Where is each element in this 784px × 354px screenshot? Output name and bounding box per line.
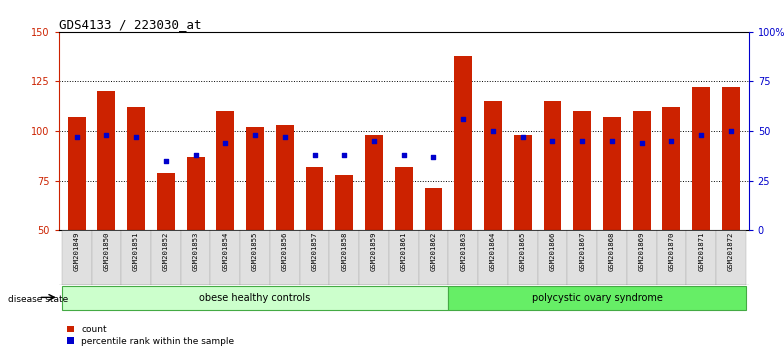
Bar [603,117,621,230]
Point [308,152,321,158]
Bar [686,230,716,285]
Point [249,132,261,138]
Bar [626,230,656,285]
Bar [692,87,710,230]
Text: GSM201861: GSM201861 [401,232,407,271]
Bar [127,107,145,230]
Text: GSM201853: GSM201853 [193,232,198,271]
Text: GSM201850: GSM201850 [103,232,110,271]
Text: GSM201872: GSM201872 [728,232,734,271]
Bar [448,230,478,285]
Point [635,140,648,146]
Bar [122,230,151,285]
Bar [270,230,299,285]
Bar [359,230,389,285]
Text: GDS4133 / 223030_at: GDS4133 / 223030_at [59,18,201,31]
Bar [181,230,210,285]
Point [130,134,143,140]
Point [606,138,619,144]
Point [546,138,559,144]
Point [427,154,440,160]
Point [695,132,707,138]
Bar [478,230,508,285]
Point [160,158,172,164]
Point [576,138,589,144]
Bar [336,175,354,230]
Bar [97,91,115,230]
Bar [276,125,294,230]
Bar [568,230,597,285]
Bar [597,230,626,285]
Text: GSM201856: GSM201856 [281,232,288,271]
Point [665,138,677,144]
Text: GSM201866: GSM201866 [550,232,555,271]
Bar [306,167,324,230]
Bar [419,230,448,285]
Text: GSM201855: GSM201855 [252,232,258,271]
Bar [425,188,442,230]
Bar [210,230,240,285]
Point [189,152,201,158]
Bar [543,101,561,230]
Bar [573,111,591,230]
Text: GSM201862: GSM201862 [430,232,437,271]
Point [457,116,470,122]
Bar [514,135,532,230]
Bar [484,101,502,230]
Text: GSM201849: GSM201849 [74,232,80,271]
Text: GSM201858: GSM201858 [341,232,347,271]
Bar [62,286,448,310]
Text: GSM201851: GSM201851 [133,232,139,271]
Bar [662,107,681,230]
Text: GSM201870: GSM201870 [669,232,674,271]
Bar [67,117,85,230]
Text: disease state: disease state [8,295,68,304]
Text: obese healthy controls: obese healthy controls [199,293,310,303]
Bar [722,87,740,230]
Point [397,152,410,158]
Text: GSM201854: GSM201854 [223,232,228,271]
Bar [157,173,175,230]
Text: GSM201863: GSM201863 [460,232,466,271]
Point [368,138,380,144]
Bar [240,230,270,285]
Bar [62,230,92,285]
Text: GSM201869: GSM201869 [639,232,644,271]
Legend: count, percentile rank within the sample: count, percentile rank within the sample [64,321,238,349]
Bar [92,230,122,285]
Bar [246,127,264,230]
Bar [389,230,419,285]
Bar [216,111,234,230]
Text: GSM201871: GSM201871 [698,232,704,271]
Point [278,134,291,140]
Bar [656,230,686,285]
Text: GSM201852: GSM201852 [163,232,169,271]
Point [100,132,113,138]
Text: polycystic ovary syndrome: polycystic ovary syndrome [532,293,662,303]
Point [219,140,231,146]
Text: GSM201865: GSM201865 [520,232,526,271]
Point [724,128,737,134]
Bar [329,230,359,285]
Text: GSM201864: GSM201864 [490,232,496,271]
Point [338,152,350,158]
Bar [365,135,383,230]
Bar [716,230,746,285]
Point [487,128,499,134]
Bar [187,157,205,230]
Bar [448,286,746,310]
Bar [633,111,651,230]
Bar [299,230,329,285]
Point [71,134,83,140]
Text: GSM201859: GSM201859 [371,232,377,271]
Point [517,134,529,140]
Text: GSM201857: GSM201857 [311,232,318,271]
Bar [508,230,538,285]
Bar [395,167,412,230]
Bar [538,230,568,285]
Text: GSM201867: GSM201867 [579,232,585,271]
Bar [151,230,181,285]
Bar [454,56,472,230]
Text: GSM201868: GSM201868 [609,232,615,271]
